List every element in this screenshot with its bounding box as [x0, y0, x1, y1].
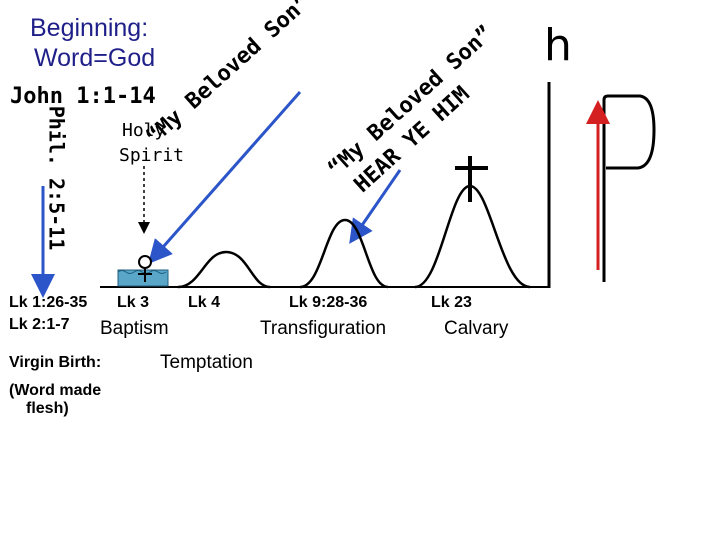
label-lk23: Lk 23 [431, 294, 472, 311]
holy-spirit-line-2: Spirit [119, 145, 185, 166]
label-transfiguration: Transfiguration [260, 318, 387, 339]
transfiguration-voice-arrow [349, 169, 402, 244]
john-reference: John 1:1-14 [10, 84, 156, 109]
transfiguration-hill [299, 218, 389, 289]
calvary-hill [414, 184, 531, 289]
label-virgin-birth: Virgin Birth: [9, 354, 102, 371]
label-word-made-flesh-2: flesh) [26, 400, 69, 417]
label-lk2: Lk 2:1-7 [9, 316, 70, 333]
cross-icon [455, 156, 488, 202]
baptism-water [117, 269, 169, 287]
label-temptation: Temptation [160, 352, 253, 373]
label-word-made-flesh-1: (Word made [9, 382, 102, 399]
label-lk4: Lk 4 [188, 294, 221, 311]
p-shape [602, 94, 656, 282]
baptism-voice-arrow [148, 91, 302, 264]
label-baptism: Baptism [100, 318, 169, 339]
label-lk1: Lk 1:26-35 [9, 294, 88, 311]
label-lk9: Lk 9:28-36 [289, 294, 368, 311]
temptation-hill [177, 250, 271, 289]
jesus-figure [138, 255, 152, 282]
heading-line-1: Beginning: [30, 14, 149, 42]
heading-line-2: Word=God [34, 44, 156, 72]
label-lk3: Lk 3 [117, 294, 150, 311]
holy-spirit-line-1: Holy [122, 120, 166, 141]
h-mark: h [544, 20, 572, 71]
label-calvary: Calvary [444, 318, 509, 339]
